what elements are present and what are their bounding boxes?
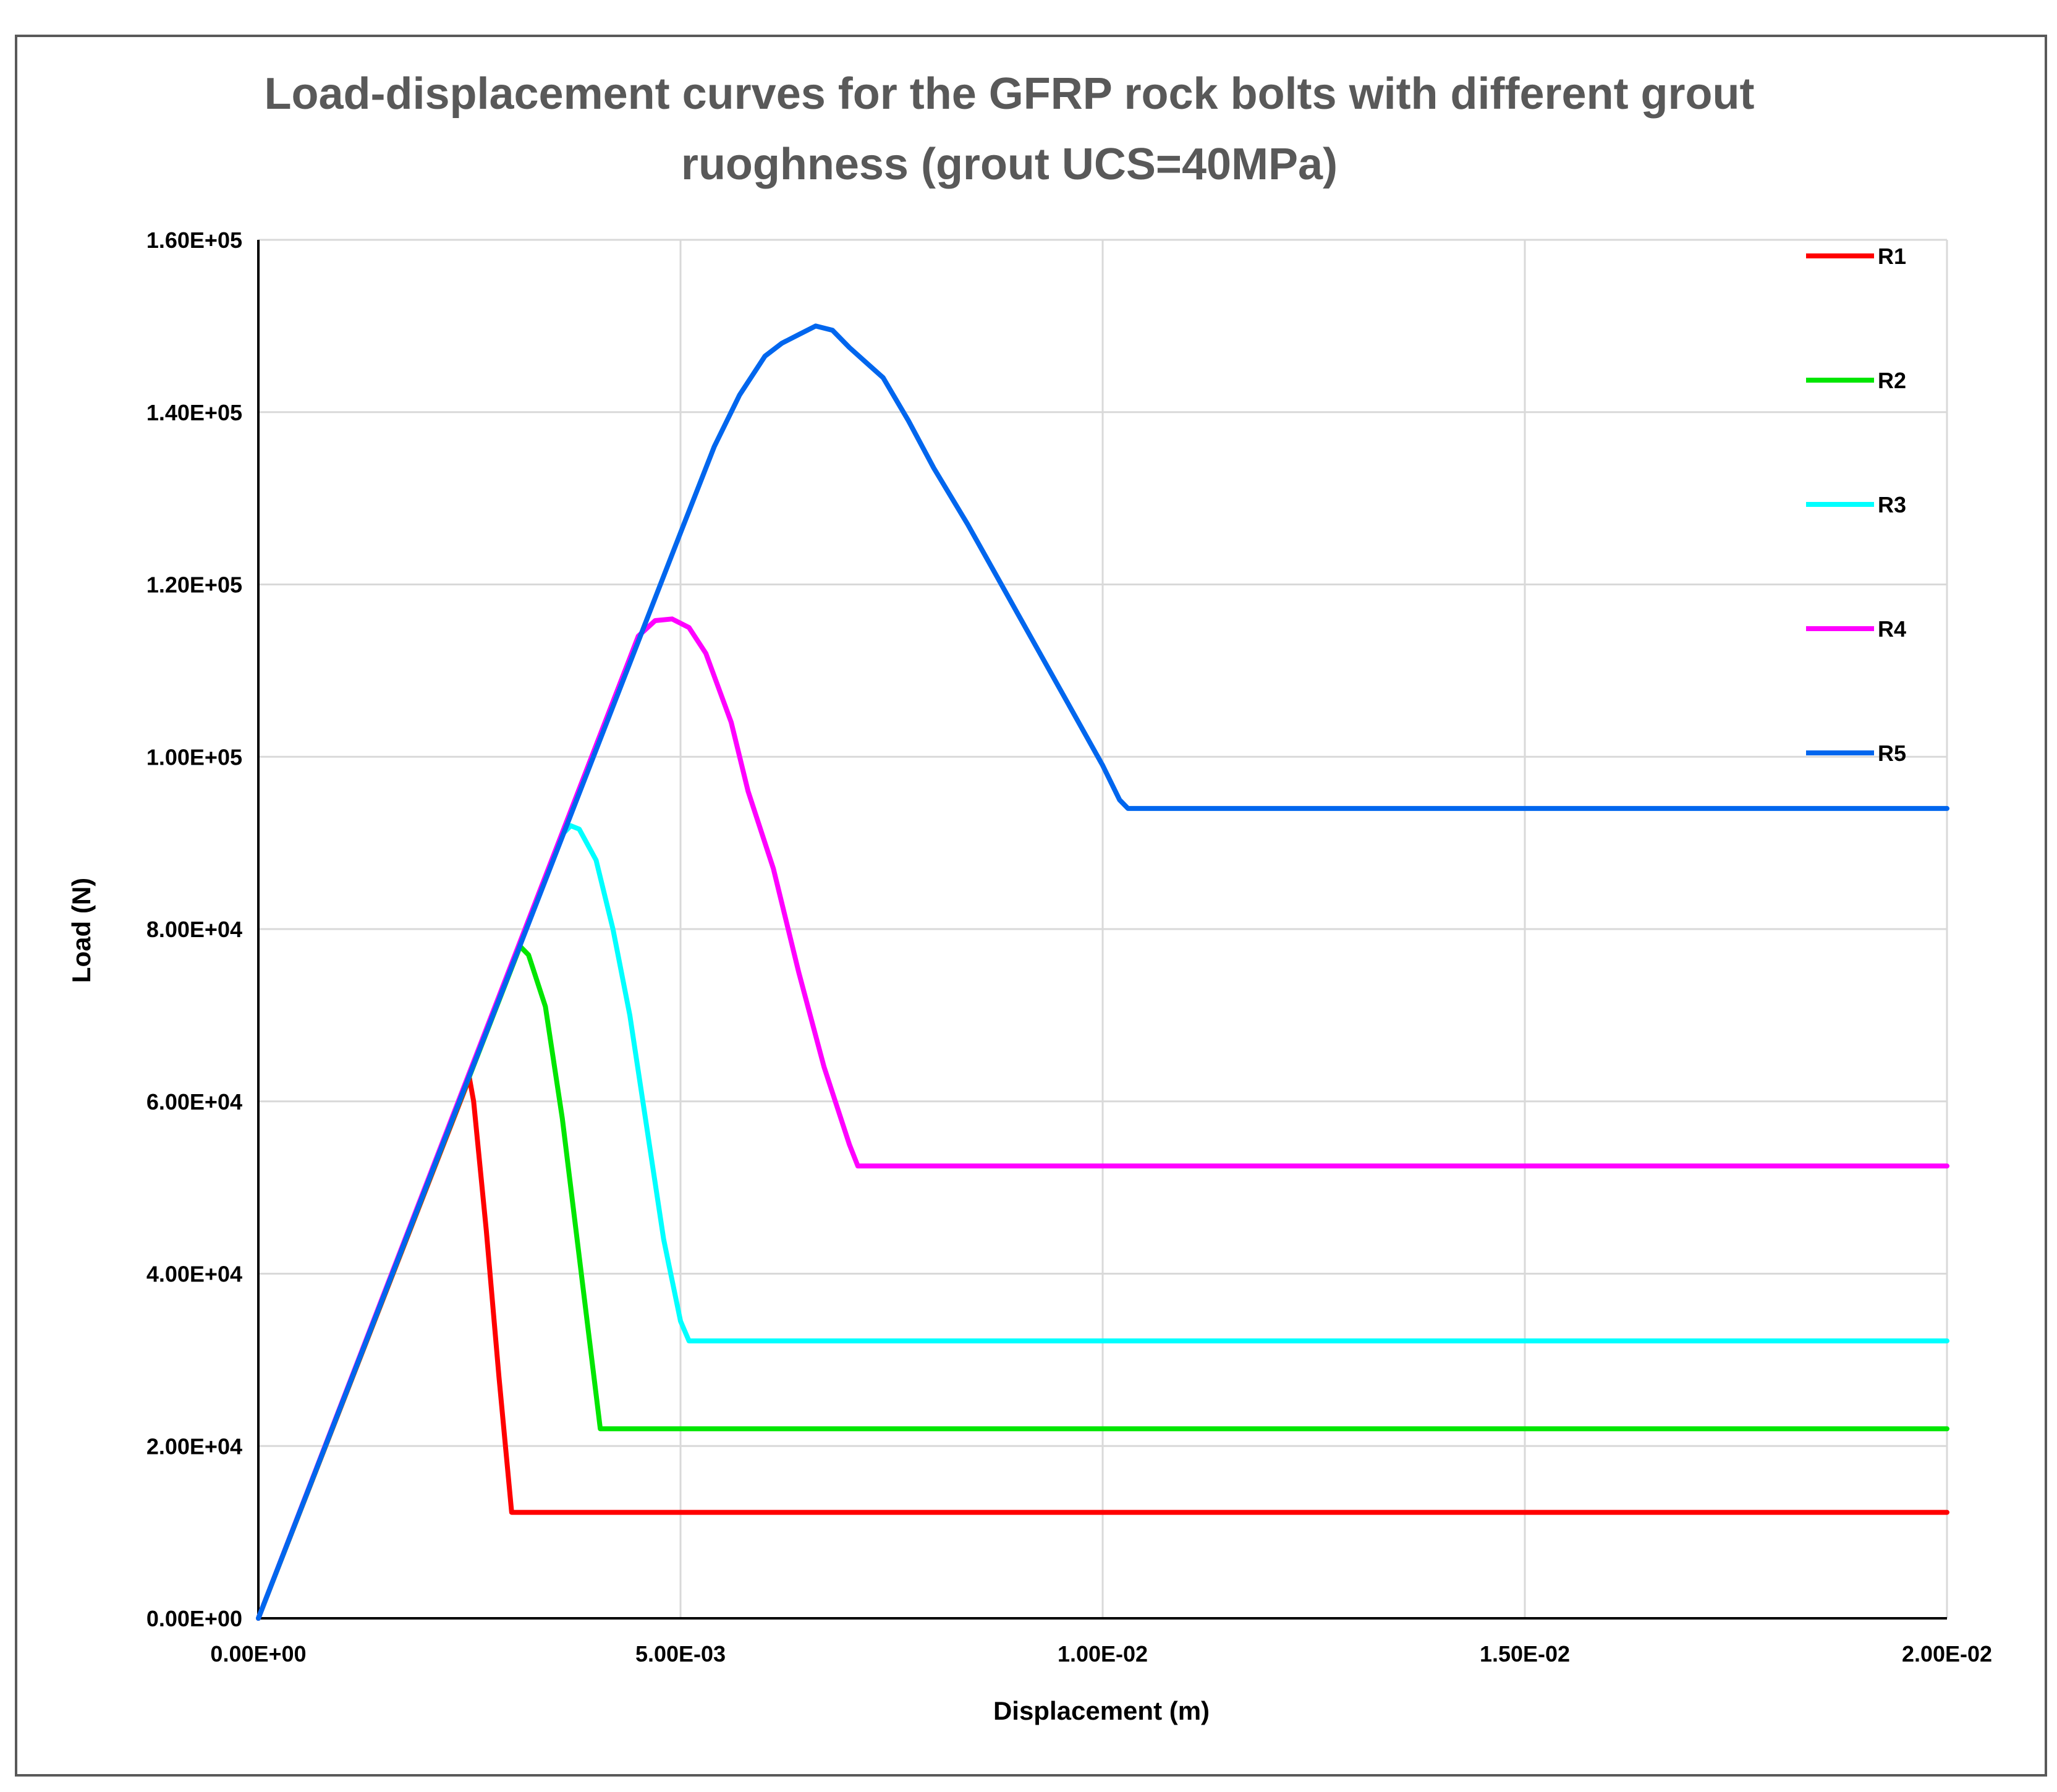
series-line-r2 (256, 943, 1949, 1621)
series-line-r4 (256, 616, 1949, 1621)
axes (257, 240, 1947, 1620)
y-tick-label: 1.60E+05 (146, 227, 242, 253)
series (256, 323, 1949, 1621)
series-line-r3 (256, 823, 1949, 1621)
y-tick-label: 1.40E+05 (146, 400, 242, 425)
x-tick-label: 1.00E-02 (1058, 1641, 1148, 1667)
grid (258, 239, 1948, 1618)
y-axis-title: Load (N) (67, 878, 96, 983)
y-tick-label: 6.00E+04 (146, 1089, 242, 1115)
x-axis-title: Displacement (m) (993, 1696, 1210, 1725)
legend-label-r1: R1 (1878, 244, 1906, 269)
chart-frame (15, 35, 2047, 1777)
y-tick-label: 1.00E+05 (146, 744, 242, 770)
x-tick-label: 0.00E+00 (210, 1641, 306, 1667)
y-tick-label: 2.00E+04 (146, 1433, 242, 1459)
y-tick-label: 8.00E+04 (146, 917, 242, 942)
legend: R1 R2 R3 R4 R5 (1806, 244, 1906, 766)
legend-label-r4: R4 (1878, 616, 1906, 642)
tick-labels: 0.00E+00 2.00E+04 4.00E+04 6.00E+04 8.00E+04… (146, 227, 1992, 1667)
y-tick-label: 0.00E+00 (146, 1606, 242, 1631)
chart-title-line-2: ruoghness (grout UCS=40MPa) (681, 140, 1338, 189)
x-tick-label: 2.00E-02 (1902, 1641, 1992, 1667)
x-tick-label: 1.50E-02 (1480, 1641, 1570, 1667)
x-tick-label: 5.00E-03 (635, 1641, 726, 1667)
series-line-r5 (256, 323, 1949, 1621)
y-tick-label: 4.00E+04 (146, 1262, 242, 1287)
legend-label-r3: R3 (1878, 492, 1906, 517)
chart-title-line-1: Load-displacement curves for the GFRP ro… (265, 69, 1755, 119)
legend-label-r5: R5 (1878, 741, 1906, 766)
legend-label-r2: R2 (1878, 368, 1906, 393)
y-tick-label: 1.20E+05 (146, 572, 242, 598)
